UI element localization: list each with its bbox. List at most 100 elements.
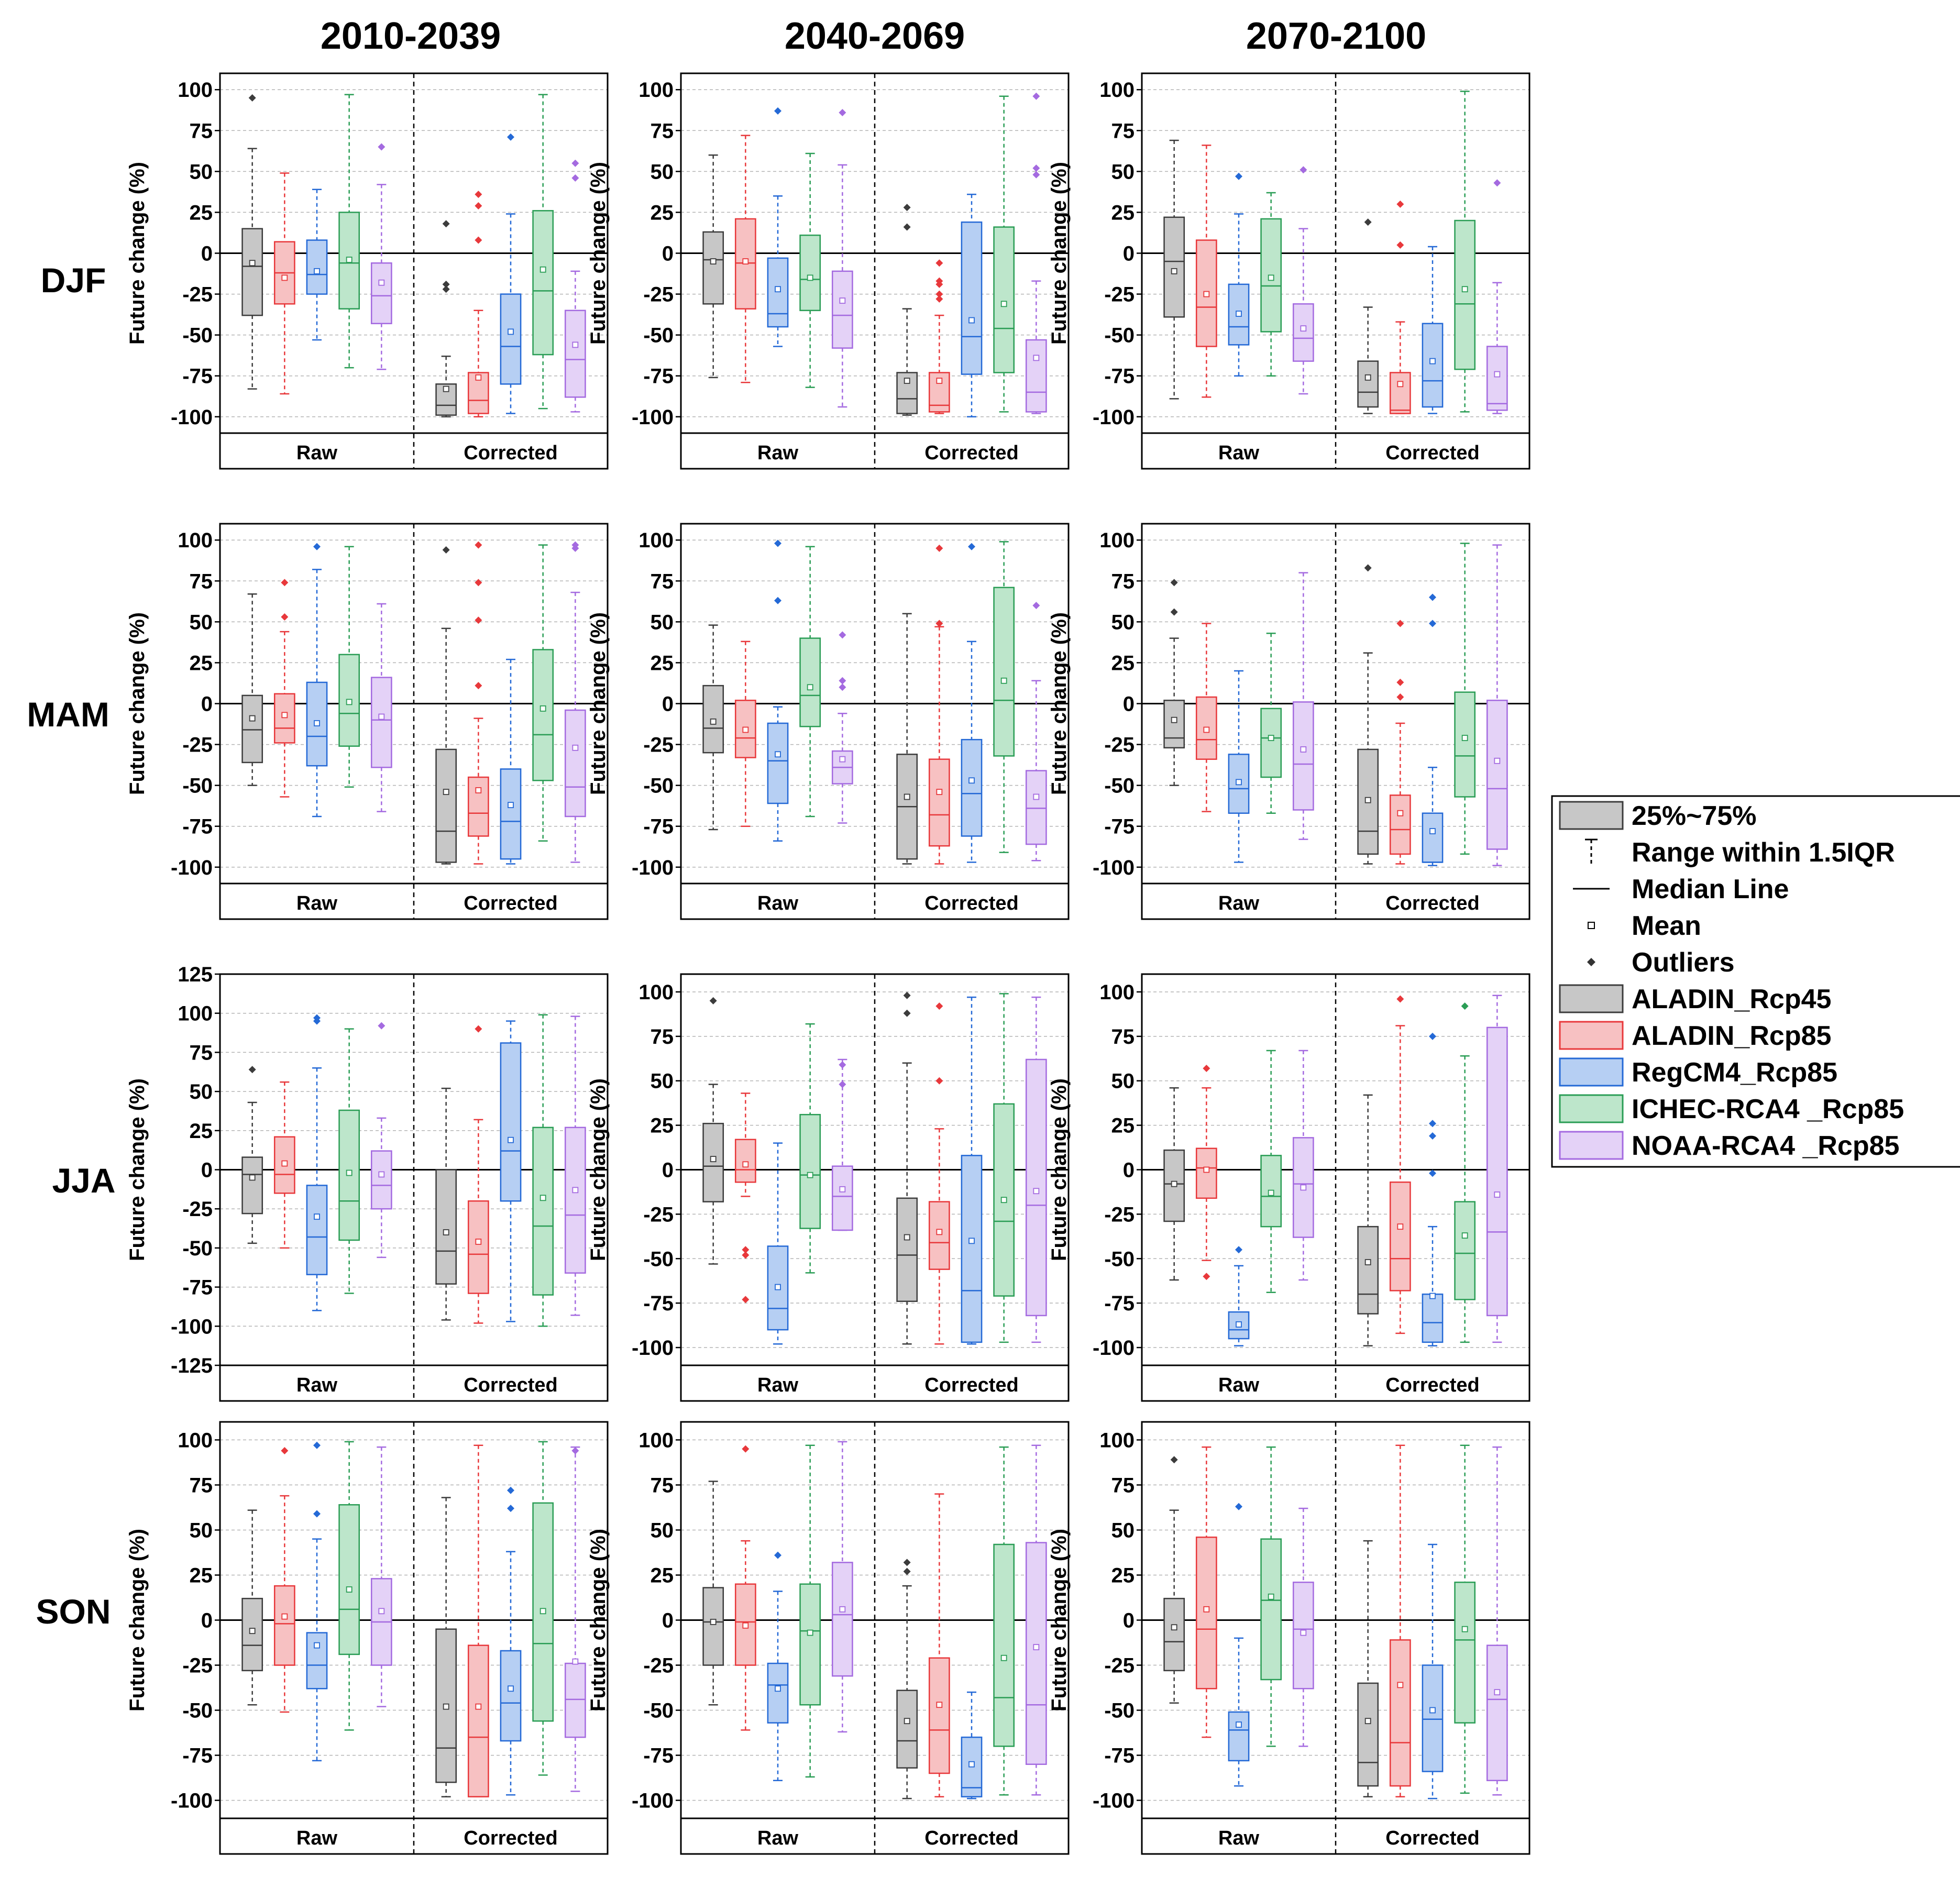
box-djf-2070-2100-raw-4: [1260, 192, 1282, 377]
iqr-box: [961, 738, 983, 837]
y-tick-label: 50: [651, 160, 674, 183]
iqr-box: [435, 1169, 457, 1285]
panel-son-2070-2100: 100 75 50 25 0 -25 -50 -75 -100 Raw Corrected Futur…: [1048, 1421, 1530, 1855]
box-jja-2040-2069-corrected-4: [993, 993, 1015, 1343]
y-tick-label: -100: [171, 856, 213, 879]
y-tick-label: -75: [182, 365, 213, 388]
legend-label: RegCM4_Rcp85: [1632, 1057, 1837, 1088]
y-tick-label: 75: [190, 1041, 213, 1064]
y-tick-label: 25: [651, 201, 674, 224]
outlier-point: [742, 1251, 750, 1259]
panel-frame: [1141, 973, 1530, 1402]
group-label-corrected: Corrected: [924, 442, 1019, 464]
outlier-point: [839, 1061, 846, 1069]
y-tick-label: 75: [651, 119, 674, 142]
y-tick-label: 125: [178, 963, 213, 986]
legend-label: 25%~75%: [1632, 801, 1757, 831]
mean-marker: [1364, 1259, 1371, 1265]
box-djf-2010-2039-raw-4: [338, 94, 360, 369]
iqr-box: [467, 1200, 489, 1294]
y-tick-label: 100: [178, 529, 213, 552]
iqr-box: [1025, 1058, 1047, 1317]
mean-marker: [572, 1658, 579, 1665]
legend-entry-8: RegCM4_Rcp85: [1559, 1057, 1837, 1088]
mean-marker: [346, 257, 353, 263]
iqr-box: [370, 1150, 392, 1210]
iqr-box: [564, 1127, 586, 1274]
y-tick-label: 75: [190, 570, 213, 593]
y-tick-label: -100: [1093, 1790, 1135, 1813]
box-jja-2010-2039-corrected-5: [564, 1015, 586, 1316]
mean-marker: [314, 720, 320, 726]
mean-marker: [1000, 1197, 1007, 1204]
outlier-point: [1203, 1064, 1210, 1072]
legend-entry-9: ICHEC-RCA4 _Rcp85: [1559, 1094, 1904, 1124]
y-tick-label: 100: [178, 1002, 213, 1025]
mean-marker: [1203, 726, 1210, 733]
mean-marker: [572, 341, 579, 348]
box-djf-2040-2069-raw-5: [831, 108, 853, 408]
iqr-box: [241, 694, 263, 764]
iqr-box: [1486, 1644, 1508, 1781]
box-mam-2040-2069-corrected-2: [928, 544, 950, 865]
box-jja-2070-2100-corrected-5: [1486, 995, 1508, 1343]
box-djf-2010-2039-raw-3: [306, 189, 328, 341]
mean-marker: [1364, 374, 1371, 381]
y-tick-label: 0: [1123, 693, 1135, 716]
group-label-corrected: Corrected: [1385, 1827, 1480, 1849]
iqr-box: [1357, 1225, 1379, 1315]
box-mam-2070-2100-raw-2: [1195, 623, 1217, 812]
iqr-box: [1163, 1597, 1185, 1672]
group-label-raw: Raw: [757, 1374, 799, 1396]
iqr-box: [564, 1662, 586, 1738]
mean-marker: [1494, 371, 1501, 378]
iqr-box: [1025, 1542, 1047, 1765]
mean-marker: [1429, 358, 1436, 365]
mean-marker: [572, 1187, 579, 1194]
iqr-box: [1292, 701, 1314, 811]
iqr-box: [1163, 216, 1185, 318]
iqr-box: [1292, 303, 1314, 362]
y-tick-label: 0: [201, 1609, 213, 1632]
group-label-raw: Raw: [1218, 892, 1260, 914]
iqr-box: [767, 257, 789, 328]
mean-marker: [281, 1160, 288, 1167]
outlier-point: [935, 290, 943, 298]
iqr-box: [241, 1597, 263, 1672]
panel-frame: [1141, 1421, 1530, 1855]
box-jja-2010-2039-raw-4: [338, 1028, 360, 1294]
mean-marker: [508, 802, 514, 809]
group-label-raw: Raw: [757, 442, 799, 464]
season-label-mam: MAM: [27, 695, 109, 734]
outlier-point: [1461, 1002, 1469, 1010]
box-jja-2070-2100-corrected-3: [1422, 1032, 1444, 1346]
iqr-box: [532, 210, 554, 356]
iqr-box: [767, 1245, 789, 1331]
y-tick-label: 75: [651, 1474, 674, 1497]
iqr-box: [1357, 1682, 1379, 1787]
y-tick-label: 75: [1111, 1025, 1135, 1048]
outlier-point: [935, 1077, 943, 1085]
iqr-box: [1454, 1581, 1476, 1724]
outlier-point: [1396, 620, 1404, 627]
season-label-son: SON: [36, 1592, 111, 1631]
iqr-box: [435, 748, 457, 863]
outlier-point: [1429, 593, 1436, 601]
box-jja-2070-2100-corrected-2: [1389, 995, 1411, 1334]
box-djf-2070-2100-raw-1: [1163, 139, 1185, 400]
panel-jja-2040-2069: 100 75 50 25 0 -25 -50 -75 -100 Raw Corrected Futur…: [587, 973, 1070, 1402]
iqr-box: [306, 1185, 328, 1275]
y-tick-label: 25: [1111, 1114, 1135, 1138]
mean-marker: [839, 1606, 846, 1613]
y-tick-label: 0: [662, 1159, 674, 1182]
mean-marker: [1397, 1682, 1404, 1688]
iqr-box: [338, 1109, 360, 1241]
mean-marker: [281, 712, 288, 719]
outlier-point: [903, 223, 911, 231]
mean-marker: [539, 1608, 546, 1615]
y-tick-label: -25: [643, 1203, 674, 1226]
mean-marker: [968, 317, 975, 324]
mean-marker: [904, 1234, 910, 1241]
mean-marker: [775, 751, 781, 758]
legend-entry-1: 25%~75%: [1559, 801, 1757, 831]
